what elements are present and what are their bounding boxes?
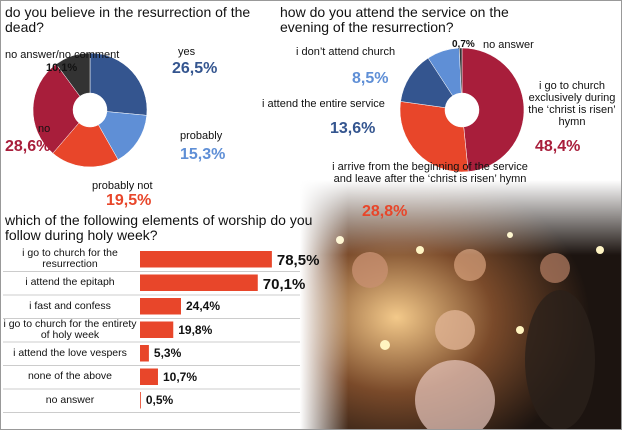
- row-label: i attend the love vespers: [13, 346, 127, 359]
- bar: [140, 321, 174, 338]
- bar: [140, 251, 272, 268]
- pie-slice: [89, 52, 148, 116]
- chart-title: how do you attend the service on the eve…: [280, 4, 509, 35]
- pie-slice: [32, 63, 81, 154]
- slice-label: probably not: [92, 180, 153, 192]
- value-label: 8,5%: [352, 70, 389, 87]
- value-label: 13,6%: [330, 120, 376, 137]
- slice-label: i don’t attend church: [296, 46, 396, 58]
- row-label: i attend the epitaph: [25, 276, 115, 289]
- value-label: 10,7%: [162, 369, 197, 384]
- pie-slice: [52, 122, 119, 168]
- value-label: 70,1%: [262, 275, 306, 293]
- bar: [140, 392, 141, 409]
- value-label: 26,5%: [172, 60, 218, 77]
- slice-label: i attend the entire service: [262, 98, 385, 110]
- bar: [140, 298, 181, 315]
- bar: [140, 368, 158, 385]
- pie-slice: [399, 101, 469, 173]
- slice-label: i arrive from the beginning of the servi…: [332, 161, 528, 185]
- row-label: no answer: [45, 393, 95, 406]
- value-label: 28,6%: [5, 138, 51, 155]
- slice-label: probably: [180, 130, 223, 142]
- bar: [140, 345, 149, 362]
- row-label: i fast and confess: [29, 299, 111, 312]
- bar: [140, 274, 258, 291]
- chart-title: do you believe in the resurrection of th…: [5, 4, 251, 35]
- slice-label: yes: [178, 46, 196, 58]
- row-label: i go to church for the resurrection: [22, 247, 118, 271]
- value-label: 15,3%: [180, 146, 226, 163]
- value-label: 10,1%: [46, 62, 78, 74]
- row-label: i go to church for the entirety of holy …: [3, 317, 137, 341]
- row-label: none of the above: [27, 370, 113, 383]
- slice-label: no: [38, 123, 51, 135]
- value-label: 24,4%: [185, 299, 221, 313]
- value-label: 0,7%: [452, 39, 475, 50]
- value-label: 19,8%: [178, 322, 213, 337]
- pie-slice: [55, 52, 91, 97]
- value-label: 19,5%: [106, 192, 152, 209]
- value-label: 48,4%: [535, 138, 581, 155]
- pie-slice: [459, 47, 463, 94]
- slice-label: no answer: [483, 39, 534, 51]
- value-label: 0,5%: [145, 393, 174, 407]
- value-label: 78,5%: [276, 252, 320, 269]
- value-label: 5,3%: [153, 346, 182, 360]
- pie-slice: [461, 47, 525, 172]
- value-label: 28,8%: [362, 203, 408, 220]
- photo: [300, 180, 622, 430]
- slice-label: no answer/no comment: [5, 49, 120, 61]
- chart-title: which of the following elements of worsh…: [5, 212, 313, 243]
- slice-label: i go to church exclusively during the ‘c…: [528, 80, 616, 128]
